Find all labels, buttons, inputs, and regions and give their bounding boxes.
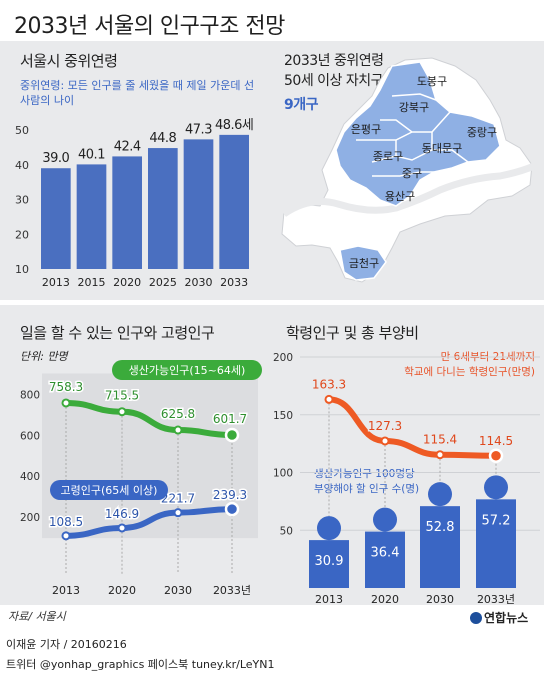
page-title: 2033년 서울의 인구구조 전망 [14,14,285,39]
dependency-note: 생산가능인구 100명당 부양해야 할 인구 수(명) [314,467,464,497]
social-line: 트위터 @yonhap_graphics 페이스북 tuney.kr/LeYN1 [6,658,275,671]
dependency-heading: 학령인구 및 총 부양비 [286,324,419,342]
yonhap-logo: 연합뉴스 [470,609,528,626]
map-count: 9개구 [284,97,319,113]
school-note-line2: 학교에 다니는 학령인구(만명) [404,366,535,378]
school-note: 만 6세부터 21세까지 학교에 다니는 학령인구(만명) [395,350,535,380]
work-heading: 일을 할 수 있는 인구와 고령인구 [20,324,215,342]
work-unit: 단위: 만명 [20,350,68,363]
dependency-note-line2: 부양해야 할 인구 수(명) [314,483,420,495]
source-note: 자료/ 서울시 [8,610,66,623]
logo-text: 연합뉴스 [484,611,529,625]
median-definition-line1: 중위연령: 모든 인구를 줄 세웠을 때 제일 가운데 선 [20,79,255,92]
map-heading-line1: 2033년 중위연령 [284,53,384,69]
map-heading-line2: 50세 이상 자치구 [284,73,384,89]
school-note-line1: 만 6세부터 21세까지 [440,351,535,363]
logo-mark-icon [470,612,482,624]
dependency-note-line1: 생산가능인구 100명당 [314,468,415,480]
median-definition: 중위연령: 모든 인구를 줄 세웠을 때 제일 가운데 선 사람의 나이 [20,78,260,108]
credit-line: 이재윤 기자 / 20160216 [6,638,127,651]
median-heading: 서울시 중위연령 [20,52,118,70]
median-definition-line2: 사람의 나이 [20,94,75,107]
